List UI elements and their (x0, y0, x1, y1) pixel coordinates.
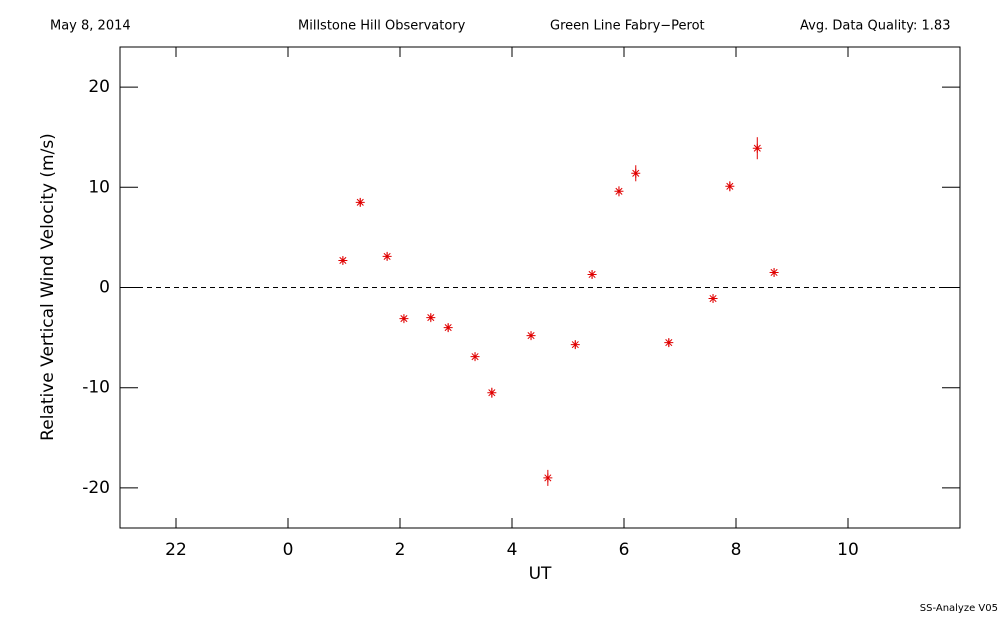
point (631, 168, 641, 178)
y-tick-label: 0 (99, 278, 110, 298)
point (470, 352, 480, 362)
point (543, 473, 553, 483)
footer: SS-Analyze V05 (920, 603, 998, 614)
point (399, 314, 409, 324)
point (487, 388, 497, 398)
x-tick-label: 8 (731, 540, 742, 560)
point (725, 181, 735, 191)
y-tick-label: 10 (88, 177, 110, 197)
x-tick-label: 6 (619, 540, 630, 560)
date: May 8, 2014 (50, 19, 131, 34)
x-axis-label: UT (529, 564, 552, 584)
point (752, 143, 762, 153)
point (708, 294, 718, 304)
point (769, 267, 779, 277)
y-tick-label: -10 (82, 378, 110, 398)
point (382, 251, 392, 261)
point (664, 338, 674, 348)
point (614, 186, 624, 196)
instrument: Green Line Fabry−Perot (550, 19, 705, 34)
point (587, 269, 597, 279)
point (426, 313, 436, 323)
x-tick-label: 4 (507, 540, 518, 560)
y-axis-label: Relative Vertical Wind Velocity (m/s) (38, 133, 58, 441)
point (526, 331, 536, 341)
data-quality: Avg. Data Quality: 1.83 (800, 19, 950, 34)
point (570, 340, 580, 350)
y-tick-label: -20 (82, 478, 110, 498)
point (355, 197, 365, 207)
x-tick-label: 10 (837, 540, 859, 560)
x-tick-label: 22 (165, 540, 187, 560)
x-tick-label: 2 (395, 540, 406, 560)
observatory: Millstone Hill Observatory (298, 19, 466, 34)
point (443, 323, 453, 333)
point (338, 255, 348, 265)
x-tick-label: 0 (283, 540, 294, 560)
y-tick-label: 20 (88, 77, 110, 97)
